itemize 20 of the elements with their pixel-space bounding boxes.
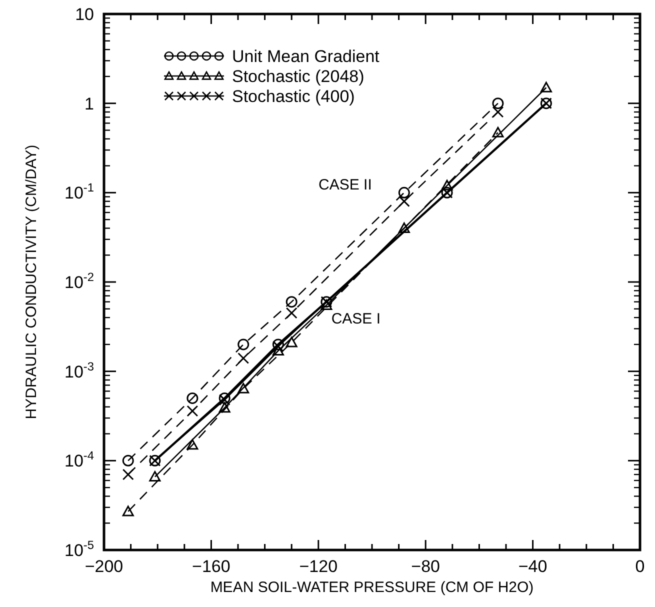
x-axis-title: MEAN SOIL-WATER PRESSURE (CM OF H2O) (210, 579, 534, 596)
x-tick-label: −200 (84, 557, 124, 576)
legend-label: Stochastic (2048) (232, 67, 364, 86)
y-tick-label: 10$^{-1}$ (64, 180, 94, 203)
x-tick-label: 0 (635, 557, 645, 576)
annotation: CASE I (331, 310, 381, 328)
x-tick-label: −80 (411, 557, 440, 576)
y-tick-label: 10$^{-2}$ (64, 270, 94, 292)
y-tick-label: 10 (75, 5, 94, 24)
legend-label: Stochastic (400) (232, 87, 355, 106)
x-tick-label: −120 (299, 557, 338, 576)
annotation: CASE II (318, 176, 372, 194)
x-tick-label: −160 (192, 557, 230, 576)
legend-label: Unit Mean Gradient (232, 47, 380, 66)
y-axis-title: HYDRAULIC CONDUCTIVITY (CM/DAY) (23, 144, 40, 420)
y-tick-label: 10$^{-3}$ (64, 359, 94, 382)
y-tick-label: 10$^{-5}$ (64, 538, 94, 560)
y-tick-label: 10$^{-4}$ (64, 448, 94, 471)
x-tick-label: −40 (518, 557, 548, 576)
y-tick-label: 1 (84, 94, 94, 114)
